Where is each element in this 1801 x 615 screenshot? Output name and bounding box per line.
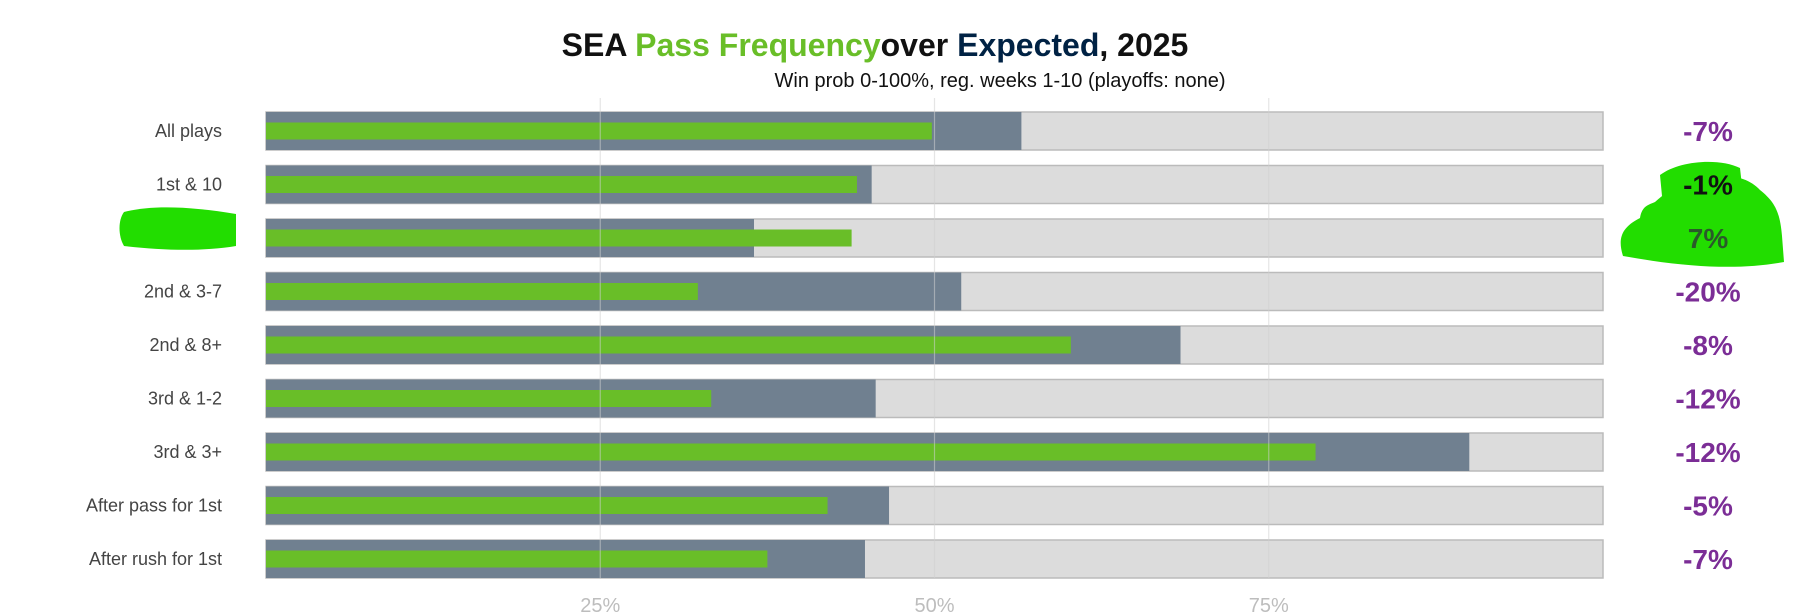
title-part-0: SEA (562, 27, 636, 63)
row-label: 1st & 10 (156, 175, 222, 195)
highlighter-marks (119, 161, 1784, 267)
difference-label: -12% (1675, 437, 1740, 468)
actual-bar (266, 176, 857, 193)
highlight-scribble-right (1620, 175, 1784, 267)
actual-bar (266, 497, 828, 514)
bar-row: 2nd & 1-2 (144, 218, 1604, 258)
row-label: After pass for 1st (86, 496, 222, 516)
gridlines (599, 98, 1270, 578)
row-label: After rush for 1st (89, 549, 222, 569)
highlight-scribble-left (119, 207, 236, 250)
bar-rows: All plays 1st & 10 2nd & 1-2 2nd & 3-7 2nd &… (86, 111, 1604, 579)
bar-row: 2nd & 3-7 (144, 271, 1604, 312)
row-label: 3rd & 3+ (153, 442, 222, 462)
actual-bar (266, 443, 1316, 461)
difference-label: -12% (1675, 384, 1740, 415)
title-part-5: , 2025 (1099, 27, 1188, 63)
x-tick-label: 50% (914, 595, 954, 615)
difference-label: -7% (1683, 544, 1733, 575)
difference-label: -1% (1683, 170, 1733, 201)
chart-title: SEA Pass Frequencyover Expected, 2025 (562, 27, 1189, 63)
row-label: 2nd & 3-7 (144, 282, 222, 302)
bar-row: After pass for 1st (86, 485, 1604, 526)
bar-row: 3rd & 1-2 (148, 378, 1604, 419)
title-part-2: Frequency (719, 27, 881, 63)
row-label: 3rd & 1-2 (148, 389, 222, 409)
actual-bar (266, 390, 712, 407)
actual-bar (266, 336, 1071, 354)
bar-row: After rush for 1st (89, 539, 1604, 579)
title-part-4: Expected (957, 27, 1099, 63)
bar-row: All plays (155, 111, 1604, 151)
x-axis-ticks: 25% 50% 75% (580, 595, 1289, 615)
difference-labels: -7% -1% 7% -20% -8% -12% -12% -5% -7% (1675, 116, 1740, 575)
difference-label: -8% (1683, 330, 1733, 361)
highlight-scribble-right-top (1660, 161, 1742, 196)
x-tick-label: 25% (580, 595, 620, 615)
actual-bar (266, 283, 698, 300)
actual-bar (266, 229, 852, 247)
bar-row: 1st & 10 (156, 164, 1604, 205)
chart-title-group: SEA Pass Frequencyover Expected, 2025 Wi… (562, 27, 1226, 92)
actual-bar (266, 550, 768, 568)
row-label: All plays (155, 121, 222, 141)
difference-label: -7% (1683, 116, 1733, 147)
difference-label: -20% (1675, 277, 1740, 308)
row-label: 2nd & 8+ (149, 335, 222, 355)
chart-subtitle: Win prob 0-100%, reg. weeks 1-10 (playof… (775, 70, 1226, 92)
title-part-1: Pass (635, 27, 719, 63)
bar-row: 2nd & 8+ (149, 325, 1604, 365)
title-part-3: over (881, 27, 957, 63)
actual-bar (266, 122, 932, 140)
x-tick-label: 75% (1249, 595, 1289, 615)
difference-label: -5% (1683, 491, 1733, 522)
bar-row: 3rd & 3+ (153, 432, 1604, 472)
difference-label: 7% (1688, 223, 1729, 254)
